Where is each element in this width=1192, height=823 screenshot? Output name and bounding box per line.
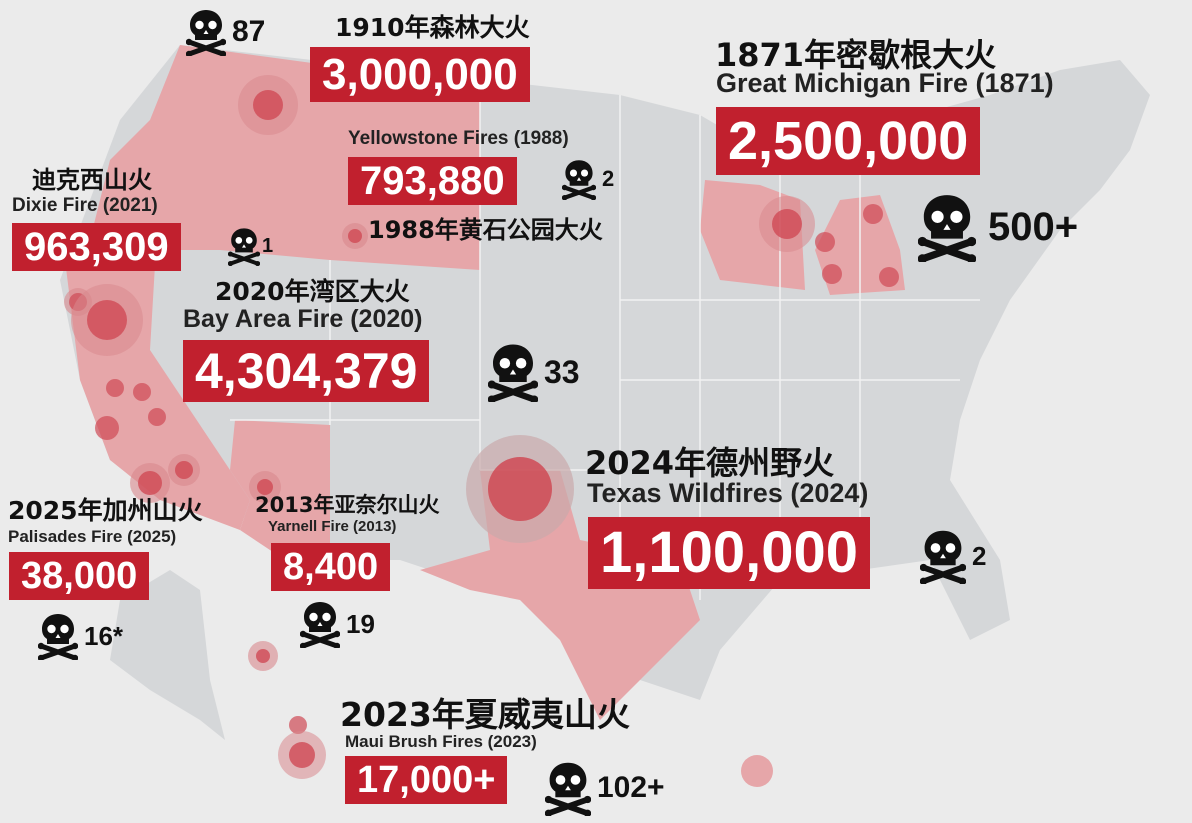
fire-1910-acres: 3,000,000 [310, 47, 530, 102]
fire-1910-title-zh: 1910年森林大火 [335, 13, 530, 42]
deaths-count: 500+ [988, 204, 1079, 249]
fire-maui-acres: 17,000+ [345, 756, 508, 804]
fire-bayarea-acres: 4,304,379 [183, 340, 430, 402]
fire-texas-title-en: Texas Wildfires (2024) [587, 478, 869, 508]
skull-crossbones-icon [920, 528, 966, 584]
fire-yarnell-acres: 8,400 [271, 543, 391, 591]
fire-yellowstone-title-en: Yellowstone Fires (1988) [348, 128, 569, 149]
fire-circles [64, 75, 899, 787]
fire-dixie-title-zh: 迪克西山火 [32, 166, 152, 194]
deaths-count: 1 [262, 234, 274, 257]
fire-maui-deaths: 102+ [545, 760, 665, 816]
deaths-count: 19 [346, 608, 375, 639]
skull-crossbones-icon [38, 612, 78, 660]
fire-yarnell-title-zh: 2013年亚奈尔山火 [255, 493, 440, 517]
fire-bayarea-title-zh: 2020年湾区大火 [215, 277, 410, 306]
fire-1910-deaths: 87 [186, 8, 265, 56]
fire-texas-acres: 1,100,000 [588, 517, 871, 589]
fire-dixie-deaths: 1 [228, 226, 273, 266]
fire-dixie-title-en: Dixie Fire (2021) [12, 195, 158, 216]
skull-crossbones-icon [918, 192, 976, 262]
deaths-count: 102+ [597, 771, 665, 804]
fire-maui-title-zh: 2023年夏威夷山火 [340, 695, 630, 734]
fire-texas-title-zh: 2024年德州野火 [585, 444, 835, 482]
fire-yellowstone-title-zh: 1988年黄石公园大火 [368, 216, 603, 244]
fire-dixie-acres: 963,309 [12, 223, 181, 271]
fire-michigan-title-zh: 1871年密歇根大火 [715, 36, 997, 74]
fire-yellowstone-acres: 793,880 [348, 157, 517, 205]
fire-yellowstone-deaths: 2 [562, 158, 614, 200]
skull-crossbones-icon [186, 8, 226, 56]
alaska [110, 570, 225, 740]
fire-bayarea-deaths: 33 [488, 342, 580, 402]
fire-maui-title-en: Maui Brush Fires (2023) [345, 732, 537, 751]
fire-palisades-title-en: Palisades Fire (2025) [8, 527, 177, 546]
skull-crossbones-icon [545, 760, 591, 816]
fire-michigan-acres: 2,500,000 [716, 107, 981, 175]
fire-michigan-title-en: Great Michigan Fire (1871) [716, 68, 1054, 98]
deaths-count: 33 [544, 353, 580, 390]
deaths-count: 2 [602, 166, 615, 191]
skull-crossbones-icon [488, 342, 538, 402]
fire-yarnell-deaths: 19 [300, 600, 375, 648]
skull-crossbones-icon [300, 600, 340, 648]
deaths-count: 16* [84, 620, 124, 651]
fire-palisades-acres: 38,000 [9, 552, 150, 600]
fire-bayarea-title-en: Bay Area Fire (2020) [183, 305, 423, 333]
deaths-count: 87 [232, 15, 266, 48]
fire-palisades-deaths: 16* [38, 612, 123, 660]
skull-crossbones-icon [228, 226, 260, 266]
fire-yarnell-title-en: Yarnell Fire (2013) [268, 518, 397, 535]
deaths-count: 2 [972, 540, 987, 571]
fire-palisades-title-zh: 2025年加州山火 [8, 496, 203, 525]
fire-michigan-deaths: 500+ [918, 192, 1078, 262]
skull-crossbones-icon [562, 158, 596, 200]
fire-texas-deaths: 2 [920, 528, 986, 584]
